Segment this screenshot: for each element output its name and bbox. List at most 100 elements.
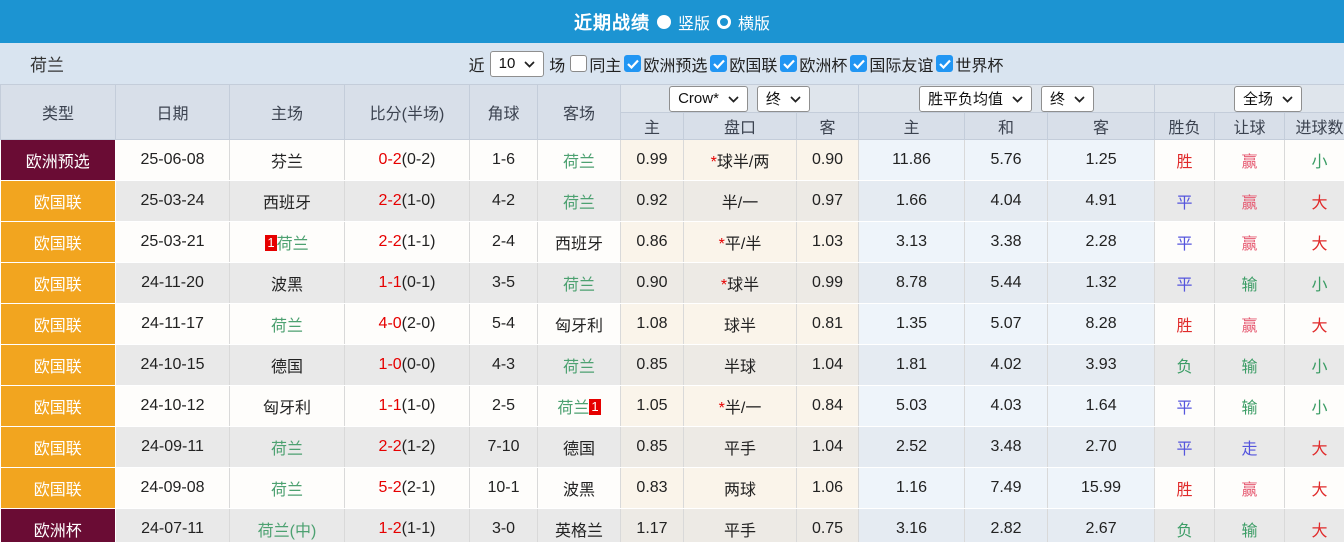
- home-odds-cell: 0.90: [620, 262, 684, 304]
- type-cell: 欧国联: [0, 426, 116, 468]
- competition-filter-item[interactable]: 欧洲预选: [624, 52, 708, 76]
- half-score: (2-0): [401, 315, 436, 332]
- handicap-result-cell: 赢: [1214, 221, 1286, 263]
- result-cell: 负: [1154, 508, 1216, 542]
- avg-draw-cell: 4.03: [964, 385, 1049, 427]
- away-odds-cell: 1.06: [796, 467, 860, 509]
- full-score: 1-2: [378, 520, 402, 537]
- competition-label[interactable]: 国际友谊: [869, 57, 934, 75]
- home-odds-cell: 0.92: [620, 180, 684, 222]
- competition-checkbox[interactable]: [850, 55, 868, 72]
- competition-checkbox[interactable]: [624, 55, 642, 72]
- result-cell: 胜: [1154, 467, 1216, 509]
- avg-away-cell: 2.67: [1047, 508, 1156, 542]
- half-score: (1-1): [401, 233, 436, 250]
- goals-cell: 小: [1284, 139, 1344, 181]
- type-cell: 欧洲杯: [0, 508, 116, 542]
- match-count-value: 10: [498, 55, 516, 72]
- corner-cell: 2-4: [469, 221, 538, 263]
- competition-checkbox[interactable]: [570, 55, 588, 72]
- red-number-badge: 1: [589, 399, 601, 415]
- handicap-result-cell: 输: [1214, 344, 1286, 386]
- table-row: 欧国联 24-09-11 荷兰 2-2(1-2) 7-10 德国 0.85 平手…: [0, 426, 1344, 468]
- competition-label[interactable]: 世界杯: [955, 57, 1004, 75]
- away-team-cell: 英格兰: [537, 508, 621, 542]
- half-score: (0-1): [401, 274, 436, 291]
- vertical-layout-label[interactable]: 竖版: [677, 15, 710, 33]
- vertical-layout-radio[interactable]: [656, 14, 671, 29]
- away-team-cell: 荷兰: [537, 139, 621, 181]
- chevron-down-icon: [524, 61, 535, 68]
- competition-filter-item[interactable]: 世界杯: [936, 52, 1004, 76]
- scope-value: 全场: [1243, 91, 1274, 108]
- header-avg-draw: 和: [964, 112, 1049, 140]
- competition-label[interactable]: 欧国联: [729, 57, 778, 75]
- avg-home-cell: 5.03: [858, 385, 966, 427]
- table-row: 欧国联 24-10-15 德国 1-0(0-0) 4-3 荷兰 0.85 半球 …: [0, 344, 1344, 386]
- goals-cell: 大: [1284, 467, 1344, 509]
- away-odds-cell: 1.03: [796, 221, 860, 263]
- bookmaker-select[interactable]: Crow*: [669, 85, 748, 112]
- horizontal-layout-radio[interactable]: [717, 14, 731, 29]
- full-score: 2-2: [378, 192, 402, 209]
- type-cell: 欧洲预选: [0, 139, 116, 181]
- half-score: (2-1): [401, 479, 436, 496]
- competition-filters: 同主 欧洲预选 欧国联 欧洲杯 国际友谊 世界杯: [570, 52, 1004, 76]
- header-avg-away: 客: [1047, 112, 1156, 140]
- horizontal-layout-label[interactable]: 横版: [738, 15, 771, 33]
- score-cell: 2-2(1-1): [344, 221, 470, 263]
- avg-home-cell: 1.66: [858, 180, 966, 222]
- goals-cell: 大: [1284, 303, 1344, 345]
- score-cell: 5-2(2-1): [344, 467, 470, 509]
- competition-label[interactable]: 欧洲预选: [643, 57, 708, 75]
- date-cell: 25-06-08: [115, 139, 230, 181]
- avg-mode-select[interactable]: 胜平负均值: [919, 85, 1033, 112]
- half-score: (1-0): [401, 192, 436, 209]
- competition-filter-item[interactable]: 欧国联: [710, 52, 778, 76]
- header-handicap: 盘口: [683, 112, 797, 140]
- table-row: 欧国联 24-11-17 荷兰 4-0(2-0) 5-4 匈牙利 1.08 球半…: [0, 303, 1344, 345]
- check-icon: [627, 59, 639, 69]
- home-odds-cell: 1.08: [620, 303, 684, 345]
- full-score: 5-2: [378, 479, 402, 496]
- full-score: 2-2: [378, 233, 402, 250]
- avg-draw-cell: 3.38: [964, 221, 1049, 263]
- result-cell: 胜: [1154, 139, 1216, 181]
- avg-away-cell: 1.32: [1047, 262, 1156, 304]
- avg-select-group: 胜平负均值 终: [858, 84, 1156, 113]
- full-score: 1-0: [378, 356, 402, 373]
- page-title: 近期战绩: [573, 12, 650, 33]
- home-team-cell: 荷兰: [229, 467, 345, 509]
- competition-filter-item[interactable]: 国际友谊: [850, 52, 934, 76]
- type-cell: 欧国联: [0, 262, 116, 304]
- handicap-result-cell: 赢: [1214, 139, 1286, 181]
- match-count-select[interactable]: 10: [489, 50, 545, 77]
- result-cell: 胜: [1154, 303, 1216, 345]
- avg-draw-cell: 4.02: [964, 344, 1049, 386]
- competition-checkbox[interactable]: [780, 55, 798, 72]
- header-odds-away: 客: [795, 112, 860, 140]
- competition-checkbox[interactable]: [710, 55, 728, 72]
- table-row: 欧国联 24-11-20 波黑 1-1(0-1) 3-5 荷兰 0.90 *球半…: [0, 262, 1344, 304]
- handicap-cell: *球半/两: [683, 139, 797, 181]
- results-body: 欧洲预选 25-06-08 芬兰 0-2(0-2) 1-6 荷兰 0.99 *球…: [0, 139, 1344, 542]
- odds-time-select-1[interactable]: 终: [756, 85, 810, 112]
- corner-cell: 5-4: [469, 303, 538, 345]
- home-team-cell: 芬兰: [229, 139, 345, 181]
- competition-checkbox[interactable]: [936, 55, 954, 72]
- competition-filter-item[interactable]: 欧洲杯: [780, 52, 848, 76]
- date-cell: 24-11-17: [115, 303, 230, 345]
- away-team-cell: 荷兰: [537, 344, 621, 386]
- competition-label[interactable]: 同主: [589, 57, 622, 75]
- date-cell: 24-09-08: [115, 467, 230, 509]
- full-score: 2-2: [378, 438, 402, 455]
- odds-time-select-2[interactable]: 终: [1041, 85, 1095, 112]
- avg-draw-cell: 2.82: [964, 508, 1049, 542]
- full-score: 4-0: [378, 315, 402, 332]
- half-score: (0-2): [401, 151, 436, 168]
- away-odds-cell: 1.04: [796, 426, 860, 468]
- scope-select[interactable]: 全场: [1234, 85, 1303, 112]
- competition-label[interactable]: 欧洲杯: [799, 57, 848, 75]
- type-cell: 欧国联: [0, 180, 116, 222]
- competition-filter-item[interactable]: 同主: [570, 52, 622, 76]
